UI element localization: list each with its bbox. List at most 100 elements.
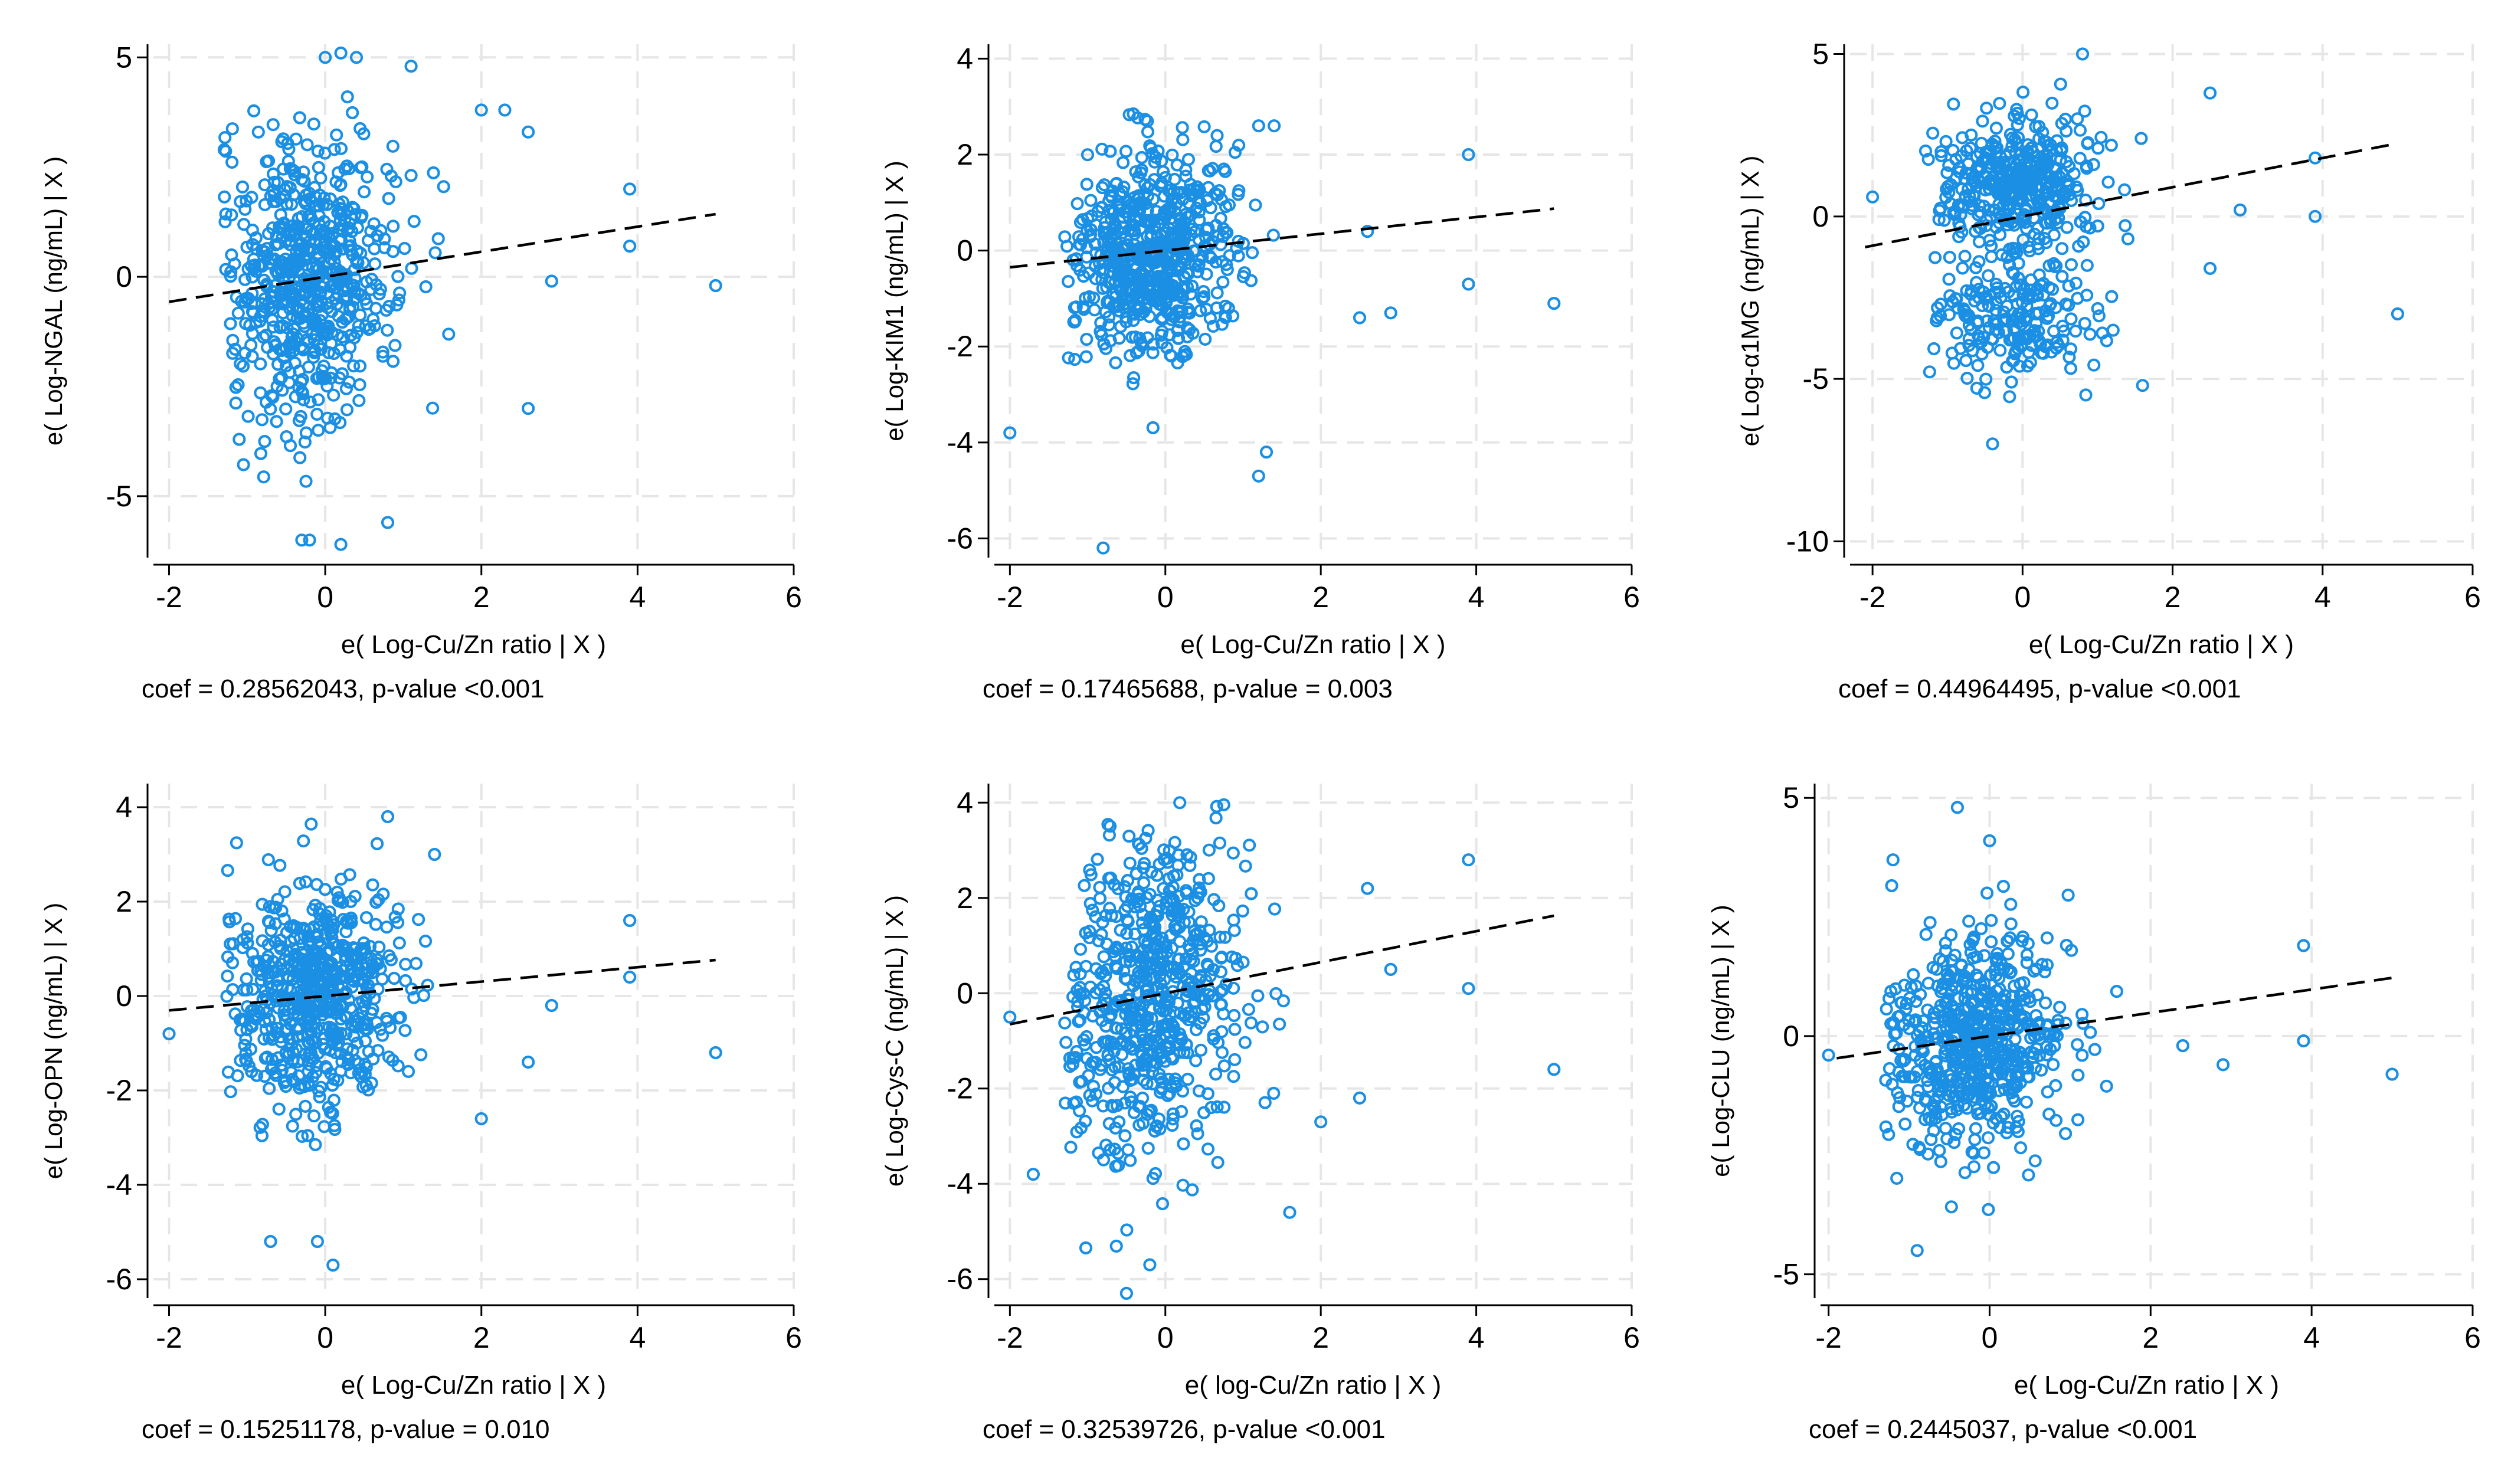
scatter-point [1153,964,1167,977]
scatter-point [2106,323,2120,337]
coef-caption: coef = 0.15251178, p-value = 0.010 [142,1415,550,1444]
scatter-point [1886,853,1900,867]
scatter-panel-4: -2 0 2 4 6 -6 -4 -2 0 2 4 e( Log-Cu/Zn ratio | X ) e… [40,784,802,1444]
x-tick-label: -2 [997,1321,1023,1354]
scatter-point [1086,1079,1101,1093]
scatter-point [273,321,287,335]
scatter-point [327,918,341,932]
scatter-point [1168,922,1183,936]
scatter-point [307,350,320,364]
x-axis-title: e( log-Cu/Zn ratio | X ) [1185,1371,1441,1400]
scatter-point [1217,1059,1231,1073]
scatter-point [1160,895,1173,909]
scatter-point [333,179,347,192]
scatter-point [1176,133,1190,146]
scatter-point [1226,309,1240,323]
scatter-point [362,1044,375,1059]
scatter-point [275,371,289,384]
scatter-point [1239,859,1252,873]
scatter-point [352,287,365,300]
scatter-point [2030,163,2044,177]
scatter-point [1165,1118,1179,1132]
scatter-point [1200,267,1213,281]
scatter-point [1132,975,1146,988]
scatter-point [1249,198,1262,212]
scatter-point [421,978,434,992]
scatter-point [1117,276,1131,290]
scatter-panel-6: -2 0 2 4 6 -5 0 5 e( Log-Cu/Zn ratio | X ) e( Log… [1707,781,2481,1444]
scatter-point [1967,1160,1981,1174]
scatter-point [2040,931,2054,945]
fit-line [1009,914,1554,1026]
scatter-point [1228,1053,1242,1066]
scatter-point [1970,968,1983,982]
scatter-point [302,291,316,304]
scatter-point [1095,142,1109,156]
scatter-point [1139,1013,1153,1026]
scatter-point [1192,881,1206,895]
scatter-point [1927,342,1941,356]
y-axis-title: e( Log-NGAL (ng/mL) | X ) [40,156,67,445]
x-tick-label: 0 [2014,581,2031,614]
scatter-point [1117,181,1131,194]
scatter-point [1089,986,1103,1000]
scatter-point [2118,183,2132,196]
scatter-point [1123,856,1137,870]
scatter-point [1927,1123,1940,1138]
scatter-point [325,963,339,977]
scatter-point [2040,1048,2054,1062]
scatter-point [315,280,329,294]
scatter-point [312,393,325,407]
scatter-point [295,533,309,547]
scatter-point [314,171,328,185]
scatter-point [303,972,317,986]
scatter-point [1070,197,1084,211]
scatter-point [221,863,234,877]
scatter-point [315,294,328,307]
scatter-point [245,296,258,310]
scatter-point [2055,270,2069,283]
scatter-point [1979,372,1993,386]
scatter-point [224,270,237,283]
scatter-point [1982,1203,1995,1216]
scatter-point [1958,1166,1972,1180]
scatter-point [2007,267,2021,280]
scatter-point [1361,225,1374,238]
scatter-point [1110,1099,1124,1112]
scatter-panel-2: -2 0 2 4 6 -6 -4 -2 0 2 4 e( Log-Cu/Zn ratio | X ) e… [880,42,1640,703]
scatter-point [1982,299,1996,313]
scatter-point [1921,1073,1934,1087]
scatter-point [254,964,268,978]
scatter-point [1884,984,1898,998]
scatter-point [1144,865,1158,879]
scatter-point [235,180,250,194]
scatter-point [1146,1171,1160,1185]
scatter-point [2061,888,2075,902]
scatter-point [1073,1075,1086,1089]
scatter-point [1124,1154,1137,1167]
scatter-point [1073,263,1087,277]
scatter-point [1989,122,2003,135]
scatter-point [1972,283,1986,296]
scatter-point [2010,1080,2024,1093]
scatter-point [1141,125,1155,139]
scatter-point [307,117,320,131]
scatter-point [331,166,345,179]
scatter-point [1092,934,1105,948]
scatter-point [229,381,243,394]
scatter-point [709,279,722,293]
scatter-point [352,1011,366,1025]
scatter-point [264,981,278,995]
scatter-point [2022,1070,2036,1084]
scatter-point [401,1064,415,1079]
y-axis-title: e( Log-KIM1 (ng/mL) | X ) [880,160,908,441]
scatter-point [2080,159,2093,173]
y-tick-label: 0 [116,979,132,1013]
scatter-point [2071,291,2084,305]
scatter-point [293,451,307,464]
scatter-points [1003,796,1561,1300]
scatter-point [366,1003,379,1016]
scatter-point [1128,330,1142,344]
scatter-point [1134,1027,1147,1041]
x-tick-label: 0 [1157,1321,1174,1354]
